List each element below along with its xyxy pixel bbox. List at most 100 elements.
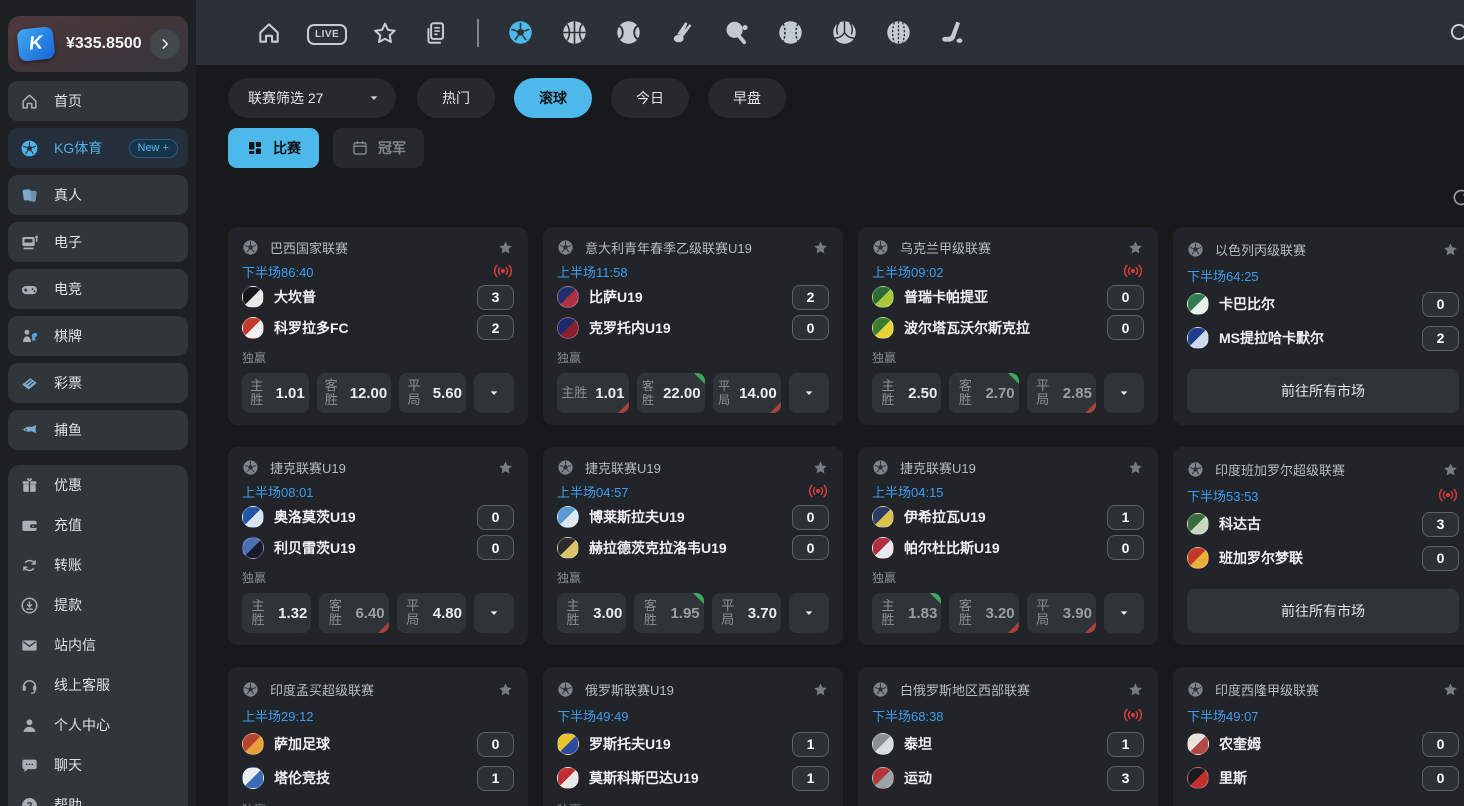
- sidebar-group: 首页 KG体育 New + 真人电子电竞棋牌彩票捕鱼: [8, 81, 188, 450]
- filter-pill[interactable]: 滚球: [514, 78, 592, 118]
- live-button[interactable]: LIVE: [307, 23, 348, 45]
- odds-button[interactable]: 客胜 12.00: [316, 373, 392, 413]
- more-markets-button[interactable]: [1103, 373, 1144, 413]
- team-row: 奥洛莫茨U19 0: [242, 503, 514, 532]
- odds-button[interactable]: 客胜 22.00: [636, 373, 705, 413]
- odds-button[interactable]: 主胜 2.50: [872, 373, 942, 413]
- team-row: 普瑞卡帕提亚 0: [872, 283, 1144, 312]
- home-icon: [256, 20, 282, 46]
- sidebar-item-soccer[interactable]: KG体育 New +: [8, 128, 188, 168]
- odds-button[interactable]: 客胜 3.20: [949, 593, 1019, 633]
- favorite-star-icon[interactable]: [812, 239, 829, 256]
- sidebar-item-user[interactable]: 个人中心: [8, 705, 188, 745]
- favorite-star-icon[interactable]: [812, 681, 829, 698]
- cricket-icon: [885, 19, 912, 46]
- odds-button[interactable]: 客胜 6.40: [319, 593, 389, 633]
- sidebar-item-cards[interactable]: 真人: [8, 175, 188, 215]
- odds-button[interactable]: 平局 14.00: [712, 373, 781, 413]
- sport-tab-soccer[interactable]: [507, 19, 534, 46]
- more-markets-button[interactable]: [473, 593, 514, 633]
- sidebar-item-headset[interactable]: 线上客服: [8, 665, 188, 705]
- odds-button[interactable]: 客胜 2.70: [949, 373, 1019, 413]
- betslips-button[interactable]: [423, 20, 449, 46]
- sport-tab-basketball[interactable]: [561, 19, 588, 46]
- more-markets-button[interactable]: [474, 373, 514, 413]
- more-markets-button[interactable]: [789, 373, 829, 413]
- odds-button[interactable]: 平局 3.90: [1026, 593, 1096, 633]
- sidebar-item-ticket[interactable]: 彩票: [8, 363, 188, 403]
- odds-button[interactable]: 主胜 3.00: [557, 593, 627, 633]
- all-markets-button[interactable]: 前往所有市场: [1187, 369, 1459, 413]
- favorite-star-icon[interactable]: [1127, 239, 1144, 256]
- balance-expand-button[interactable]: [150, 29, 180, 59]
- team-row: 科罗拉多FC 2: [242, 313, 514, 342]
- sidebar-item-help[interactable]: ? 帮助: [8, 785, 188, 806]
- sport-tab-baseball[interactable]: [777, 19, 804, 46]
- sidebar-item-gift[interactable]: 优惠: [8, 465, 188, 505]
- sport-tab-badminton[interactable]: [669, 19, 696, 46]
- odds-button[interactable]: 平局 2.85: [1026, 373, 1096, 413]
- odds-label: 客胜: [642, 379, 655, 407]
- league-sport-icon: [872, 681, 889, 698]
- favorite-star-icon[interactable]: [1127, 459, 1144, 476]
- sidebar-item-home[interactable]: 首页: [8, 81, 188, 121]
- sidebar-item-withdraw[interactable]: 提款: [8, 585, 188, 625]
- sidebar-item-fish[interactable]: 捕鱼: [8, 410, 188, 450]
- star-button[interactable]: [372, 20, 398, 46]
- odds-button[interactable]: 主胜 1.32: [242, 593, 312, 633]
- sport-tab-table-tennis[interactable]: [723, 19, 750, 46]
- team-row: 罗斯托夫U19 1: [557, 728, 829, 760]
- favorite-star-icon[interactable]: [1442, 241, 1459, 258]
- league-sport-icon: [872, 239, 889, 256]
- odds-button[interactable]: 客胜 1.95: [634, 593, 704, 633]
- view-tab-grid[interactable]: 比赛: [228, 127, 319, 168]
- live-nav-icon: LIVE: [307, 23, 348, 45]
- odds-button[interactable]: 主胜 1.01: [242, 373, 309, 413]
- odds-button[interactable]: 平局 3.70: [711, 593, 781, 633]
- league-sport-icon: [1187, 241, 1204, 258]
- sidebar-item-slot[interactable]: 电子: [8, 222, 188, 262]
- filter-pill[interactable]: 热门: [417, 78, 495, 118]
- odds-button[interactable]: 主胜 1.01: [557, 373, 629, 413]
- search-button[interactable]: [1447, 20, 1464, 46]
- favorite-star-icon[interactable]: [1127, 681, 1144, 698]
- more-markets-button[interactable]: [1103, 593, 1144, 633]
- favorite-star-icon[interactable]: [497, 459, 514, 476]
- favorite-star-icon[interactable]: [1442, 461, 1459, 478]
- more-markets-button[interactable]: [788, 593, 829, 633]
- sidebar-item-label: 线上客服: [54, 677, 110, 693]
- sidebar-item-chess[interactable]: 棋牌: [8, 316, 188, 356]
- favorite-star-icon[interactable]: [812, 459, 829, 476]
- odds-trend-down-icon: [617, 402, 629, 413]
- filter-pill[interactable]: 早盘: [708, 78, 786, 118]
- view-tab-calendar[interactable]: 冠军: [333, 127, 424, 168]
- favorite-star-icon[interactable]: [1442, 681, 1459, 698]
- sport-tab-tennis[interactable]: [615, 19, 642, 46]
- sidebar-item-chat[interactable]: 聊天: [8, 745, 188, 785]
- odds-button[interactable]: 主胜 1.83: [872, 593, 942, 633]
- filter-pill[interactable]: 今日: [611, 78, 689, 118]
- sidebar-item-wallet[interactable]: 充值: [8, 505, 188, 545]
- favorite-star-icon[interactable]: [497, 681, 514, 698]
- sidebar-item-transfer[interactable]: 转账: [8, 545, 188, 585]
- soccer-icon: [20, 139, 39, 158]
- sport-tab-volleyball[interactable]: [831, 19, 858, 46]
- refresh-button[interactable]: [1450, 186, 1464, 208]
- sidebar-item-mail[interactable]: 站内信: [8, 625, 188, 665]
- league-filter-dropdown[interactable]: 联赛筛选 27: [228, 78, 396, 118]
- odds-button[interactable]: 平局 5.60: [399, 373, 466, 413]
- odds-label: 客胜: [328, 598, 342, 627]
- all-markets-button[interactable]: 前往所有市场: [1187, 589, 1459, 633]
- home-button[interactable]: [256, 20, 282, 46]
- betslips-icon: [423, 20, 449, 46]
- sport-tab-ice-hockey[interactable]: [939, 19, 966, 46]
- sport-tab-cricket[interactable]: [885, 19, 912, 46]
- market-label: 独赢: [242, 351, 267, 365]
- live-icon: [492, 264, 514, 278]
- card-header: 以色列丙级联赛: [1187, 237, 1459, 261]
- odds-button[interactable]: 平局 4.80: [396, 593, 466, 633]
- favorite-star-icon[interactable]: [497, 239, 514, 256]
- team-name: 泰坦: [904, 736, 932, 752]
- score-badge: 3: [1107, 765, 1144, 791]
- sidebar-item-gamepad[interactable]: 电竞: [8, 269, 188, 309]
